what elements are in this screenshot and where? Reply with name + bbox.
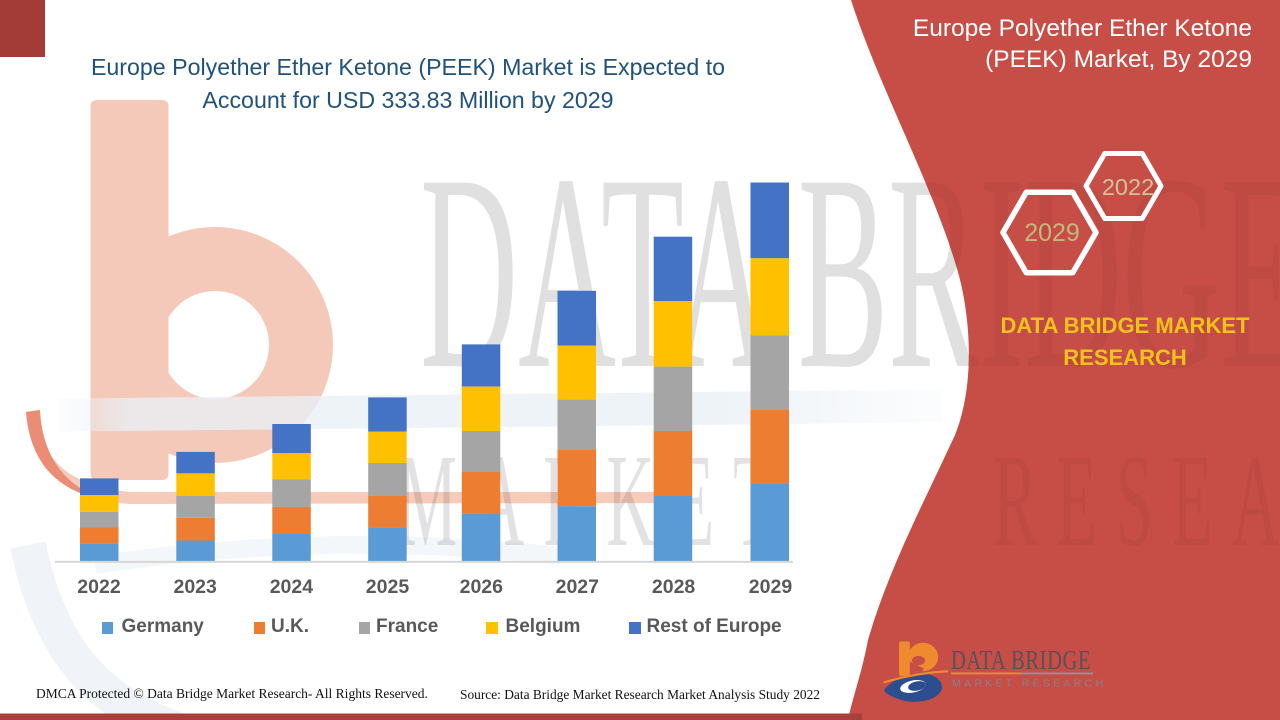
svg-text:RESEARCH: RESEARCH	[993, 426, 1280, 574]
svg-text:DATA BRIDGE: DATA BRIDGE	[951, 646, 1091, 675]
svg-text:MARKET RESEARCH: MARKET RESEARCH	[952, 678, 1106, 690]
